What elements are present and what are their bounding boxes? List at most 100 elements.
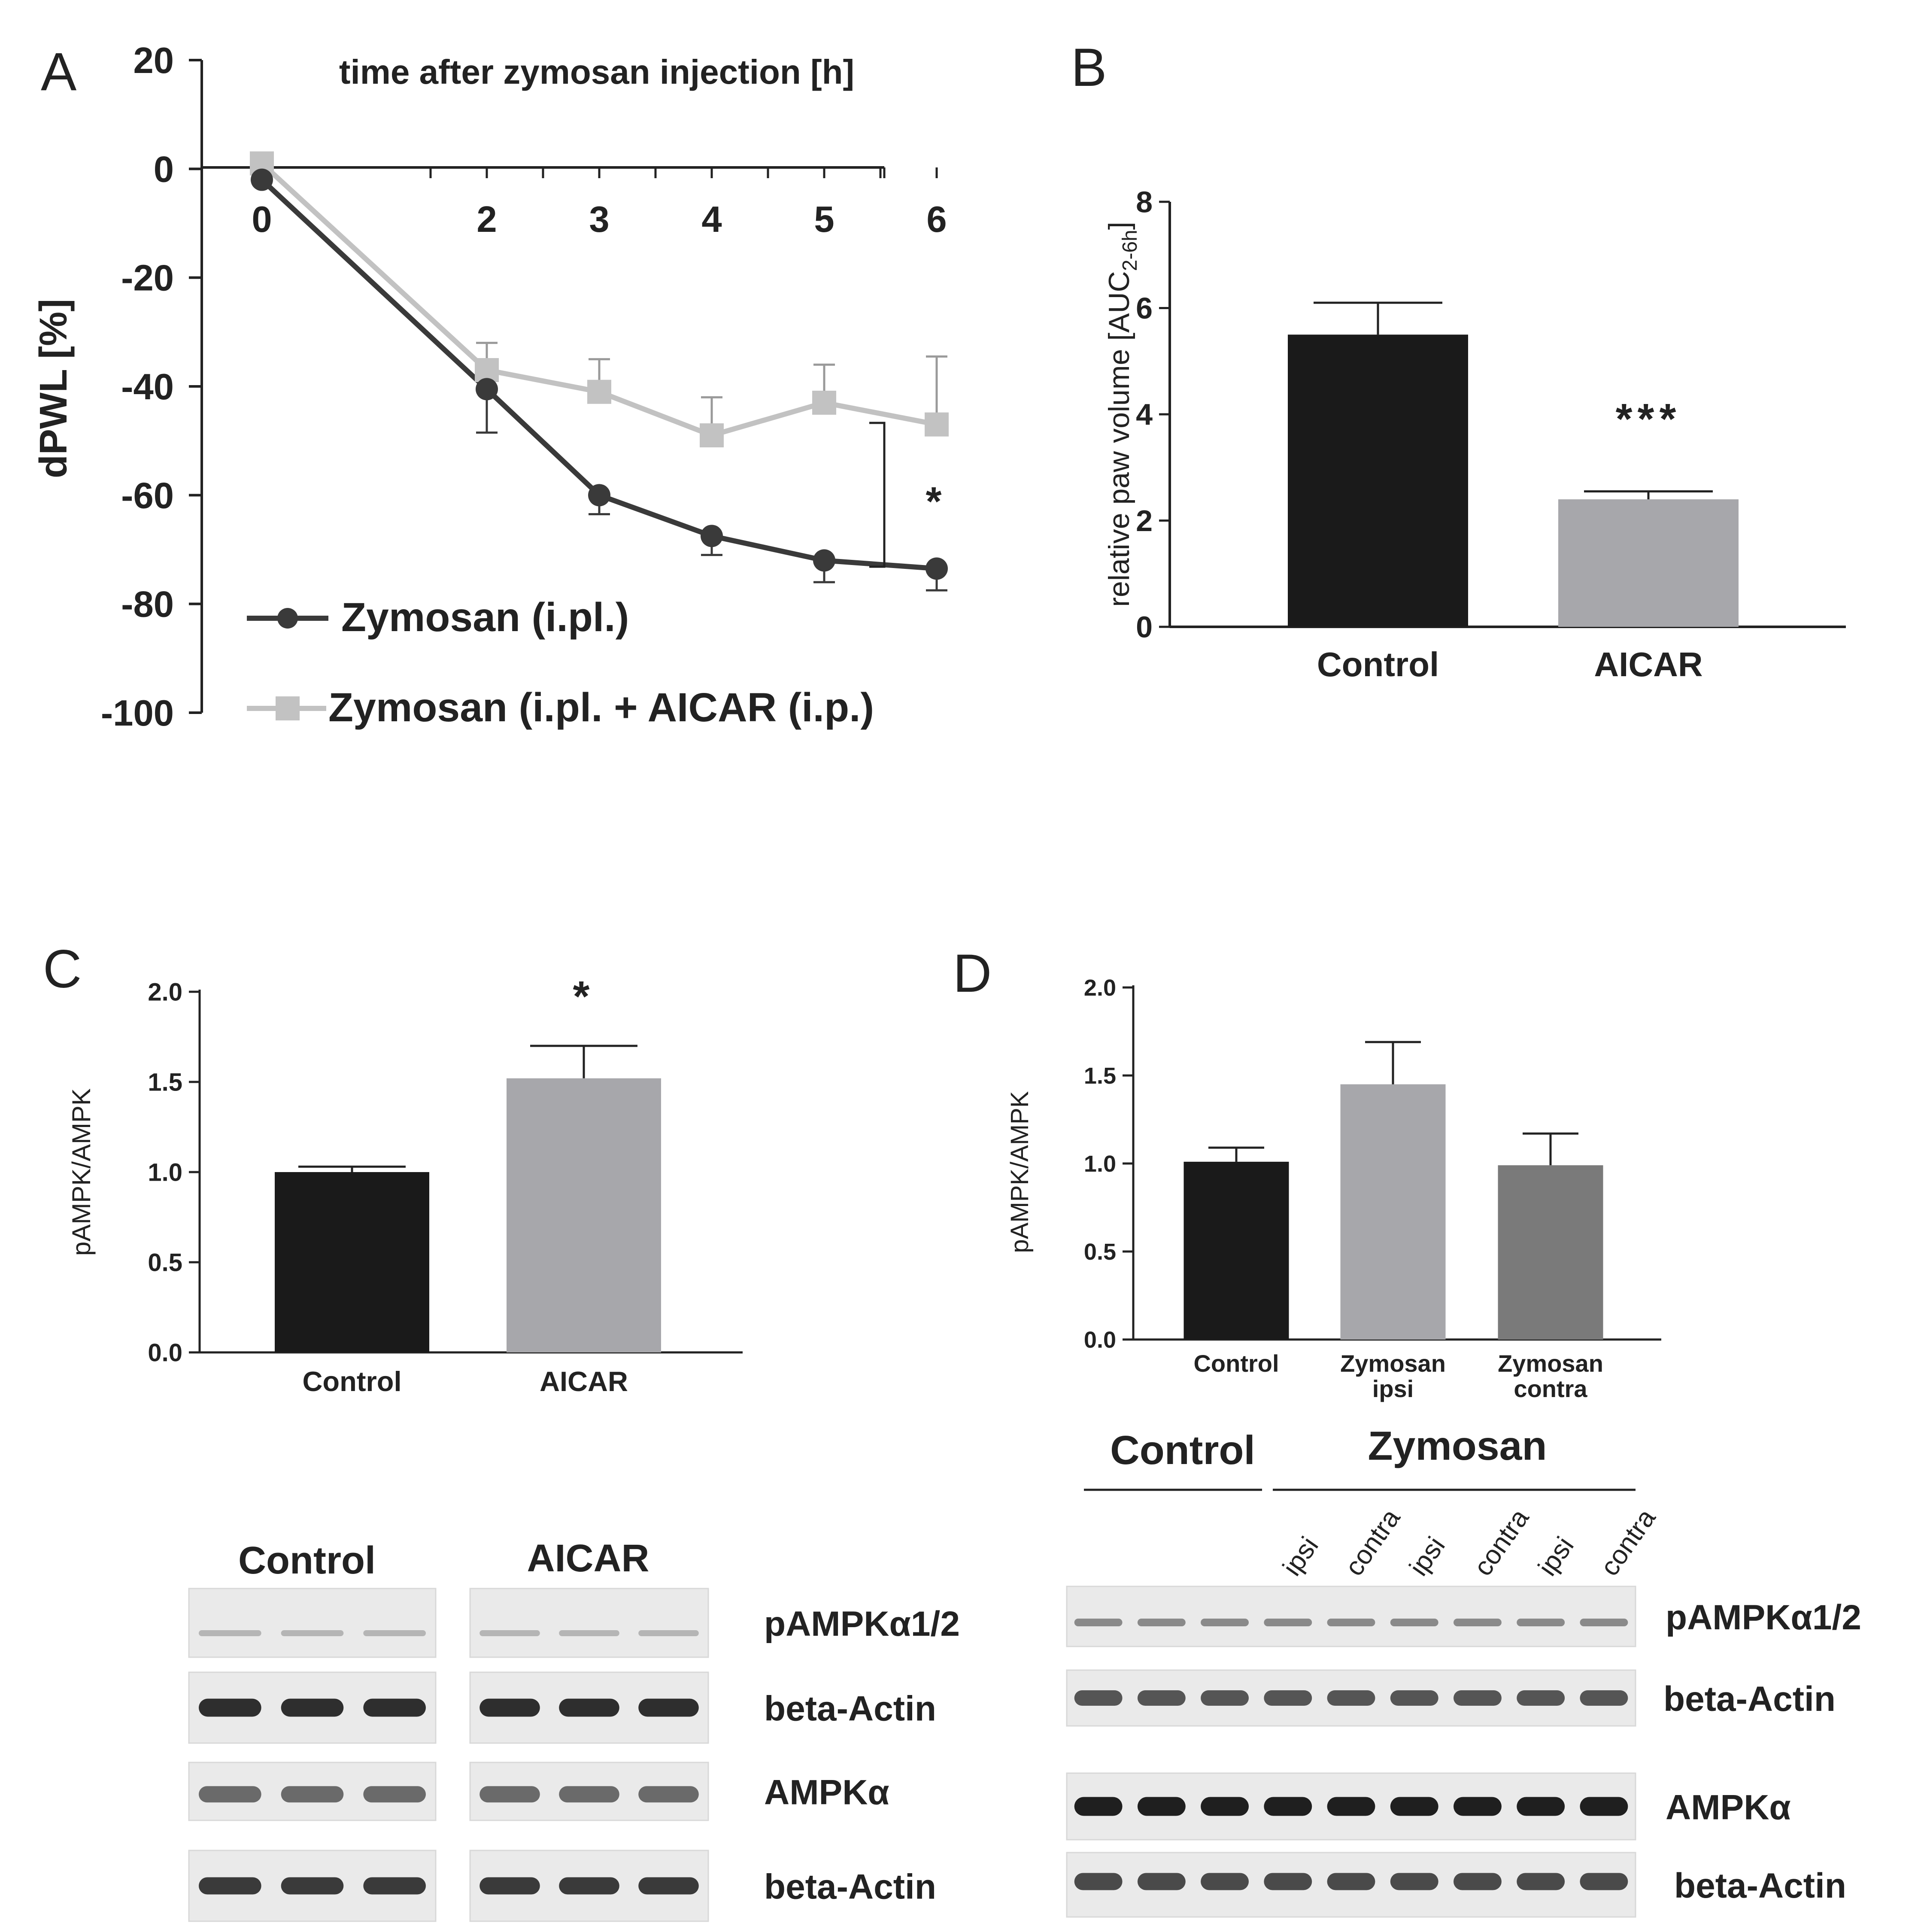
- western-d-strip-band: [1264, 1690, 1312, 1706]
- panel-label-d: D: [953, 944, 992, 1003]
- western-c-strip-control-band: [281, 1698, 344, 1717]
- panel-a-x-tick-label: 5: [814, 199, 834, 240]
- panel-a-line-chart: time after zymosan injection [h] dPWL [%…: [32, 40, 949, 734]
- panel-b-y-tick-label: 8: [1136, 185, 1153, 219]
- western-c-strip-control-band: [199, 1698, 261, 1717]
- western-d-strip-band: [1454, 1873, 1502, 1890]
- panel-b-significance: ***: [1616, 395, 1681, 443]
- panel-d-y-tick-label: 0.0: [1084, 1327, 1116, 1353]
- western-c-strip-aicar-band: [559, 1786, 619, 1803]
- panel-a-point-zymosan: [476, 378, 498, 401]
- western-d-strip-band: [1390, 1873, 1438, 1890]
- western-c-strip-aicar-band: [638, 1877, 699, 1895]
- panel-c-bar-chart: pAMPK/AMPK 0.0 0.5 1.0 1.5 2.0 Control AICAR *: [67, 972, 743, 1397]
- panel-c-category-label: Control: [302, 1366, 401, 1397]
- panel-c-category-label: AICAR: [540, 1366, 628, 1397]
- legend-marker-zymosan-aicar: [276, 696, 300, 720]
- western-d-strip-band: [1137, 1873, 1186, 1890]
- panel-c-significance: *: [573, 972, 595, 1021]
- panel-d-y-label: pAMPK/AMPK: [1006, 1091, 1034, 1253]
- panel-b-category-label: AICAR: [1594, 645, 1702, 683]
- panel-a-significance-bracket: [869, 422, 886, 568]
- panel-a-point-zymosan-aicar: [587, 380, 611, 404]
- western-c-strip-control-band: [363, 1630, 426, 1636]
- panel-d-category-label: Zymosan: [1498, 1350, 1603, 1377]
- western-d-row-label: pAMPKα1/2: [1666, 1598, 1861, 1637]
- western-c-strip-control-band: [281, 1630, 344, 1636]
- western-d-strip-band: [1074, 1873, 1123, 1890]
- western-c-row-label: beta-Actin: [764, 1868, 936, 1907]
- western-c-row-label: AMPKα: [764, 1773, 889, 1812]
- western-c-strip-control-band: [199, 1877, 261, 1895]
- panel-d-category-label: contra: [1514, 1375, 1587, 1402]
- panel-a-y-tick-label: 0: [154, 149, 174, 190]
- western-d-strip-band: [1390, 1690, 1438, 1706]
- western-blot-c: Control AICAR pAMPKα1/2 beta-Actin AMPKα be…: [188, 1537, 960, 1922]
- western-d-strip-band: [1137, 1797, 1186, 1816]
- panel-a-y-label: dPWL [%]: [32, 299, 75, 478]
- panel-label-a: A: [41, 42, 77, 102]
- panel-a-x-tick-label: 6: [926, 199, 947, 240]
- panel-b-y-tick-label: 4: [1136, 398, 1153, 431]
- western-c-strip-aicar-band: [638, 1630, 699, 1636]
- western-c-strip-control-band: [363, 1698, 426, 1717]
- panel-a-title: time after zymosan injection [h]: [339, 53, 854, 91]
- western-d-strip-band: [1264, 1619, 1312, 1626]
- panel-a-y-tick-label: -40: [121, 367, 174, 407]
- western-d-lane-label: contra: [1468, 1504, 1535, 1581]
- western-d-strip-band: [1580, 1797, 1628, 1816]
- panel-a-x-tick-label: 3: [589, 199, 609, 240]
- western-c-group-aicar: AICAR: [527, 1537, 649, 1580]
- western-d-strip-band: [1201, 1797, 1249, 1816]
- western-c-group-control: Control: [238, 1539, 376, 1582]
- panel-d-bar-chart: pAMPK/AMPK 0.0 0.5 1.0 1.5 2.0 Control Zymosa…: [1006, 975, 1661, 1402]
- western-c-strip-aicar-band: [559, 1630, 619, 1636]
- western-d-lane-label: contra: [1595, 1504, 1662, 1581]
- western-d-row-label: beta-Actin: [1663, 1680, 1836, 1719]
- panel-a-x-tick-label: 0: [252, 199, 272, 240]
- panel-a-point-zymosan: [588, 484, 610, 507]
- panel-a-point-zymosan: [701, 525, 723, 547]
- western-c-strip-control-band: [363, 1786, 426, 1803]
- panel-b-y-label: relative paw volume [AUC2-6h]: [1103, 222, 1141, 607]
- panel-d-bar-zymosan-contra: [1498, 1165, 1603, 1340]
- legend-label-zymosan-aicar: Zymosan (i.pl. + AICAR (i.p.): [328, 685, 874, 730]
- panel-d-category-label: Control: [1193, 1350, 1279, 1377]
- panel-a-point-zymosan: [926, 557, 948, 580]
- panel-a-y-tick-label: -100: [101, 693, 174, 734]
- panel-d-bar-control: [1183, 1161, 1289, 1340]
- western-d-strip-band: [1390, 1619, 1438, 1626]
- western-d-strip-band: [1327, 1797, 1375, 1816]
- western-c-strip-aicar-band: [479, 1630, 540, 1636]
- panel-b-bar-control: [1288, 334, 1468, 627]
- western-d-lane-label: contra: [1339, 1504, 1406, 1581]
- panel-label-c: C: [43, 939, 82, 999]
- panel-a-point-zymosan: [813, 549, 835, 572]
- panel-c-y-tick-label: 1.5: [148, 1068, 182, 1096]
- western-d-strip-band: [1454, 1797, 1502, 1816]
- western-c-strip-control-band: [199, 1786, 261, 1803]
- western-d-strip-band: [1201, 1873, 1249, 1890]
- western-c-strip-aicar: [469, 1588, 709, 1658]
- western-d-strip-band: [1580, 1619, 1628, 1626]
- panel-c-y-tick-label: 1.0: [148, 1158, 182, 1186]
- panel-d-y-tick-label: 1.5: [1084, 1063, 1116, 1089]
- western-d-strip-band: [1327, 1873, 1375, 1890]
- western-d-strip-band: [1201, 1690, 1249, 1706]
- western-c-strip-control-band: [199, 1630, 261, 1636]
- western-d-strip-band: [1454, 1619, 1502, 1626]
- panel-c-y-tick-label: 0.0: [148, 1339, 182, 1367]
- western-d-strip-band: [1580, 1690, 1628, 1706]
- western-d-strip-band: [1327, 1690, 1375, 1706]
- panel-b-y-tick-label: 6: [1136, 292, 1153, 325]
- panel-a-y-tick-label: -80: [121, 584, 174, 625]
- panel-c-bar-aicar: [507, 1078, 661, 1352]
- panel-a-y-tick-label: 20: [133, 40, 174, 81]
- western-d-strip-band: [1264, 1873, 1312, 1890]
- panel-a-x-tick-label: 4: [701, 199, 722, 240]
- western-c-strip-aicar-band: [638, 1698, 699, 1717]
- legend-label-zymosan: Zymosan (i.pl.): [341, 595, 629, 640]
- panel-a-point-zymosan: [251, 168, 273, 191]
- western-d-strip-band: [1580, 1873, 1628, 1890]
